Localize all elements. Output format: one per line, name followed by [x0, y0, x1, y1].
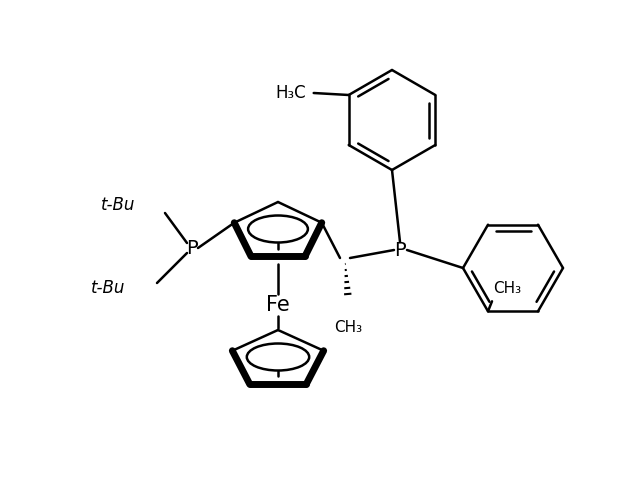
Text: H₃C: H₃C: [275, 84, 306, 102]
Text: P: P: [394, 241, 406, 259]
Text: Fe: Fe: [266, 295, 290, 315]
Text: t-Bu: t-Bu: [100, 196, 135, 214]
Text: P: P: [186, 239, 198, 257]
Text: CH₃: CH₃: [334, 320, 362, 335]
Text: t-Bu: t-Bu: [91, 279, 125, 297]
Text: CH₃: CH₃: [493, 281, 521, 296]
